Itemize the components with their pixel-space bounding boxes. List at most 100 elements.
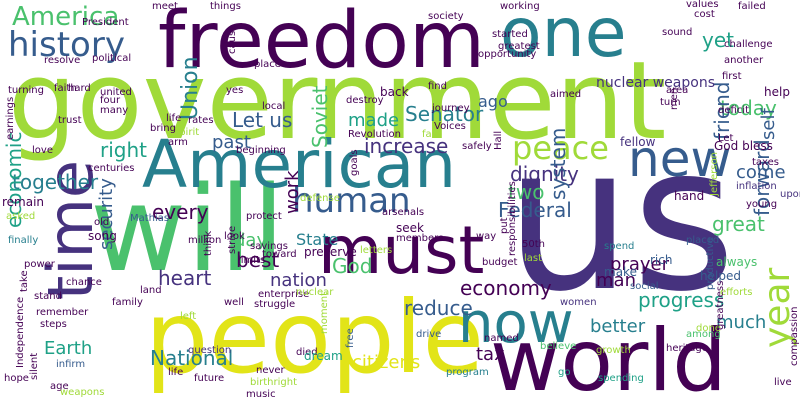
word: day xyxy=(234,230,268,251)
word: music xyxy=(246,389,276,400)
word: National xyxy=(150,346,234,370)
word: preserve xyxy=(304,245,357,259)
word: economy xyxy=(460,276,552,300)
word: dream xyxy=(304,349,343,363)
word: working xyxy=(500,1,540,12)
word: compassion xyxy=(789,306,800,367)
word: letters xyxy=(360,245,393,256)
word: government xyxy=(8,39,667,164)
word: way xyxy=(476,231,497,242)
word: arsenals xyxy=(382,207,425,218)
word: spend xyxy=(604,241,635,252)
word: meet xyxy=(152,1,178,12)
word: another xyxy=(724,55,764,66)
word: asked xyxy=(6,211,36,222)
word: weapons xyxy=(60,387,105,398)
word: yet xyxy=(702,28,734,52)
word: take xyxy=(19,270,30,292)
word: best xyxy=(236,248,280,272)
word: life xyxy=(166,113,182,124)
word: left xyxy=(180,311,197,322)
word: past xyxy=(212,132,251,153)
word: program xyxy=(446,367,489,378)
word: things xyxy=(210,1,241,12)
word: spirit xyxy=(174,127,200,138)
word: earnings xyxy=(5,96,16,140)
word: rich xyxy=(650,253,673,267)
word: birthright xyxy=(250,377,297,388)
word: area xyxy=(666,85,689,96)
word: never xyxy=(256,365,285,376)
word: hope xyxy=(4,373,29,384)
word: limits xyxy=(238,255,266,266)
word: tax xyxy=(476,344,505,365)
word: reduce xyxy=(404,296,473,320)
word: Senator xyxy=(405,102,484,126)
word: finally xyxy=(8,235,39,246)
word: free xyxy=(345,328,356,348)
word: united xyxy=(100,87,132,98)
word: right xyxy=(100,138,147,162)
word: upon xyxy=(780,189,800,200)
word: Independence xyxy=(15,296,26,368)
word: believe xyxy=(540,341,577,352)
word: go xyxy=(558,367,571,378)
word: steps xyxy=(40,319,67,330)
word: better xyxy=(590,316,646,337)
word: God xyxy=(332,254,373,278)
word: seek xyxy=(396,221,424,235)
word: destroy xyxy=(346,95,384,106)
word: failed xyxy=(738,1,766,12)
word: values xyxy=(686,0,719,10)
word: number xyxy=(711,350,722,390)
word: make xyxy=(604,265,637,279)
word: centuries xyxy=(88,163,135,174)
word: opportunity xyxy=(478,49,537,60)
word: place xyxy=(254,59,281,70)
word: young xyxy=(746,199,778,210)
word: system xyxy=(546,127,570,200)
word: life xyxy=(168,367,184,378)
word: started xyxy=(492,29,528,40)
word: million xyxy=(188,235,222,246)
word: savings xyxy=(250,241,288,252)
word: Jefferson xyxy=(709,152,720,196)
word: Let xyxy=(718,133,734,144)
word: must xyxy=(318,212,485,289)
word: toward xyxy=(262,249,297,260)
word: every xyxy=(152,200,209,224)
word: journey xyxy=(432,103,470,114)
word: Federal xyxy=(498,198,572,222)
word: State xyxy=(296,230,339,249)
word: goals xyxy=(349,149,360,176)
word: placed xyxy=(686,235,720,246)
word: drive xyxy=(416,329,442,340)
word: Let us xyxy=(232,108,293,132)
word: us xyxy=(505,103,736,336)
word: President xyxy=(82,17,129,28)
word: one xyxy=(500,0,627,73)
word: people xyxy=(145,279,484,396)
word: question xyxy=(188,345,232,356)
word: among xyxy=(686,329,721,340)
word: political xyxy=(92,53,132,64)
word: think xyxy=(203,230,214,256)
word: future xyxy=(194,373,225,384)
word: silent xyxy=(29,352,40,380)
word: infirm xyxy=(56,359,86,370)
word: citizens xyxy=(352,352,421,373)
word: greatness xyxy=(715,280,726,330)
word: Earth xyxy=(44,338,93,359)
word: freedom xyxy=(158,0,486,86)
word: fellow xyxy=(620,135,656,149)
word: always xyxy=(716,255,758,269)
word: inflation xyxy=(736,181,777,192)
word: man xyxy=(596,270,636,291)
word: hard xyxy=(68,83,91,94)
word: turning xyxy=(8,85,44,96)
word: heritage xyxy=(666,343,708,354)
word: Mathias xyxy=(130,213,170,224)
word: much xyxy=(716,312,767,333)
word: moment xyxy=(319,291,330,334)
word: sound xyxy=(662,27,693,38)
